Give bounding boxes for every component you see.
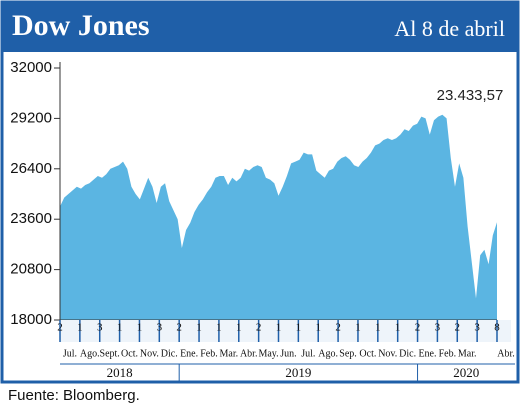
x-day-label: 1 <box>236 322 242 334</box>
y-tick-label: 20800 <box>10 261 52 278</box>
x-month-label: May. <box>258 348 278 359</box>
x-month-label: Jul. <box>63 348 77 359</box>
x-day-label: 1 <box>77 322 83 334</box>
x-band <box>60 320 511 342</box>
x-month-label: Feb. <box>439 348 457 359</box>
x-month-label: Sep. <box>339 348 357 359</box>
header <box>2 2 518 52</box>
x-month-label: Abr. <box>240 348 258 359</box>
x-day-label: 2 <box>176 322 182 334</box>
y-tick-label: 26400 <box>10 160 52 177</box>
year-label: 2019 <box>285 365 311 380</box>
x-day-label: 1 <box>395 322 401 334</box>
x-day-label: 3 <box>157 322 163 334</box>
area <box>60 114 497 320</box>
x-day-label: 1 <box>276 322 282 334</box>
x-day-label: 1 <box>315 322 321 334</box>
x-day-label: 3 <box>474 322 480 334</box>
x-month-label: Feb. <box>200 348 218 359</box>
x-day-label: 3 <box>97 322 103 334</box>
x-month-label: Jun. <box>280 348 296 359</box>
x-month-label: Oct. <box>359 348 376 359</box>
chart-subtitle: Al 8 de abril <box>394 16 505 41</box>
year-label: 2018 <box>107 365 133 380</box>
x-day-label: 1 <box>355 322 361 334</box>
x-day-label: 1 <box>296 322 302 334</box>
x-month-label: Abr. <box>497 348 515 359</box>
x-month-label: Nov. <box>378 348 397 359</box>
x-day-label: 8 <box>494 322 500 334</box>
y-tick-label: 29200 <box>10 109 52 126</box>
x-day-label: 1 <box>196 322 202 334</box>
x-day-label: 1 <box>216 322 222 334</box>
x-month-label: Jul. <box>301 348 315 359</box>
y-tick-label: 32000 <box>10 59 52 76</box>
x-day-label: 2 <box>335 322 341 334</box>
x-day-label: 1 <box>117 322 123 334</box>
x-month-label: Mar. <box>220 348 239 359</box>
y-tick-label: 18000 <box>10 311 52 328</box>
x-day-label: 2 <box>455 322 461 334</box>
y-tick-label: 23600 <box>10 210 52 227</box>
x-day-label: 2 <box>256 322 262 334</box>
source: Fuente: Bloomberg. <box>8 387 140 404</box>
x-day-label: 2 <box>57 322 63 334</box>
x-day-label: 1 <box>375 322 381 334</box>
x-month-label: Ene. <box>418 348 436 359</box>
x-month-label: Oct. <box>121 348 138 359</box>
x-month-label: Nov. <box>140 348 159 359</box>
x-day-label: 3 <box>435 322 441 334</box>
x-month-label: Ago. <box>80 348 100 359</box>
chart-title: Dow Jones <box>12 9 150 42</box>
x-month-label: Dic. <box>161 348 178 359</box>
x-month-label: Ago. <box>318 348 338 359</box>
x-month-label: Dic. <box>399 348 416 359</box>
x-month-label: Ene. <box>180 348 198 359</box>
year-label: 2020 <box>453 365 479 380</box>
x-month-label: Mar. <box>458 348 477 359</box>
x-day-label: 2 <box>415 322 421 334</box>
x-month-label: Sept. <box>100 348 120 359</box>
x-day-label: 1 <box>137 322 143 334</box>
annotation: 23.433,57 <box>437 87 504 104</box>
